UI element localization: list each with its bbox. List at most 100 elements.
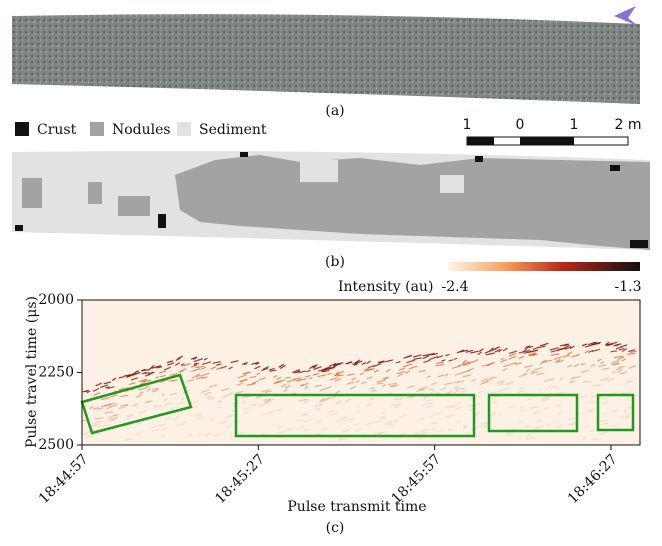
echo-streak [618, 347, 625, 351]
echo-streak [309, 377, 313, 380]
echo-streak [317, 374, 327, 378]
echo-streak [304, 385, 309, 390]
echo-streak [151, 365, 162, 369]
echo-streak [519, 408, 527, 413]
echo-streak [251, 361, 260, 366]
echo-streak [320, 397, 325, 401]
echo-streak [94, 417, 104, 420]
echo-streak [269, 409, 276, 414]
echo-streak [195, 372, 201, 377]
echo-streak [105, 386, 110, 389]
echo-streak [236, 390, 244, 394]
echo-streak [413, 357, 422, 360]
echo-streak [600, 377, 610, 382]
echo-streak [146, 400, 151, 403]
echo-streak [479, 382, 485, 386]
echo-streak [457, 363, 466, 367]
echo-streak [314, 403, 324, 408]
echo-streak [363, 367, 371, 372]
echo-streak [224, 415, 234, 419]
echo-streak [613, 343, 622, 347]
echo-streak [568, 380, 574, 384]
echo-streak [335, 370, 345, 375]
echo-streak [242, 395, 250, 399]
echo-streak [423, 359, 431, 364]
echo-streak [436, 361, 444, 365]
echo-streak [312, 364, 318, 368]
echo-streak [366, 368, 375, 371]
echo-streak [95, 382, 102, 387]
echo-streak [262, 366, 269, 370]
echo-streak [452, 390, 459, 394]
echo-streak [221, 387, 230, 392]
echo-streak [107, 386, 115, 390]
echo-streak [537, 345, 546, 349]
echo-streak [453, 381, 460, 384]
echo-streak [393, 419, 399, 423]
echo-streak [138, 378, 148, 383]
echo-streak [196, 376, 204, 380]
echo-streak [591, 342, 601, 346]
echo-streak [530, 370, 536, 373]
echo-streak [611, 362, 620, 366]
echo-streak [304, 400, 309, 404]
echo-streak [580, 363, 586, 366]
echo-streak [600, 422, 609, 427]
echo-streak [605, 343, 614, 346]
echo-streak [146, 388, 151, 393]
echo-streak [611, 409, 619, 413]
echo-streak [508, 355, 517, 360]
echo-streak [502, 367, 508, 372]
echo-streak [178, 370, 184, 373]
echo-streak [218, 421, 228, 425]
echo-streak [539, 361, 544, 366]
echo-streak [209, 384, 218, 388]
echo-streak [602, 412, 607, 415]
echo-streak [230, 360, 239, 364]
echo-streak [104, 411, 114, 414]
echo-streak [337, 436, 344, 440]
echo-streak [283, 388, 288, 393]
echo-streak [404, 370, 410, 374]
echo-streak [436, 355, 444, 359]
highlight-boxes [80, 373, 635, 438]
echo-streak [152, 387, 159, 391]
echo-streak [383, 377, 388, 380]
x-tick-label: 18:45:27 [212, 451, 268, 507]
echo-streak [620, 414, 630, 419]
echo-streak [106, 406, 112, 410]
echo-streak [118, 406, 125, 410]
echo-streak [592, 384, 601, 387]
echo-streak [356, 405, 360, 409]
echo-streak [529, 406, 539, 409]
echo-streak [629, 350, 637, 354]
echo-streak [355, 380, 360, 384]
echo-streak [588, 349, 594, 354]
echo-streak [601, 400, 609, 405]
echo-streak [278, 430, 287, 434]
echo-streak [615, 367, 622, 371]
echo-streak [586, 399, 594, 404]
echo-streak [618, 365, 625, 369]
echo-streak [564, 343, 570, 347]
echo-streak [345, 398, 351, 403]
echo-streak [339, 438, 347, 441]
echo-streak [505, 381, 514, 386]
echo-streak [86, 390, 91, 394]
echo-streak [143, 379, 152, 383]
echo-streak [591, 438, 599, 441]
echo-streak [509, 404, 516, 409]
echo-streak [269, 369, 277, 372]
echo-streak [213, 433, 223, 437]
echo-streak [406, 359, 415, 364]
echo-streak [380, 411, 386, 415]
echo-streak [430, 390, 435, 395]
echo-streak [197, 433, 203, 436]
echo-streak [541, 398, 550, 402]
echo-streak [583, 425, 590, 428]
echo-streak [165, 416, 171, 421]
echo-streak [334, 373, 341, 377]
echo-streak [201, 389, 210, 394]
echo-streak [287, 378, 296, 383]
echo-streak [526, 397, 532, 401]
